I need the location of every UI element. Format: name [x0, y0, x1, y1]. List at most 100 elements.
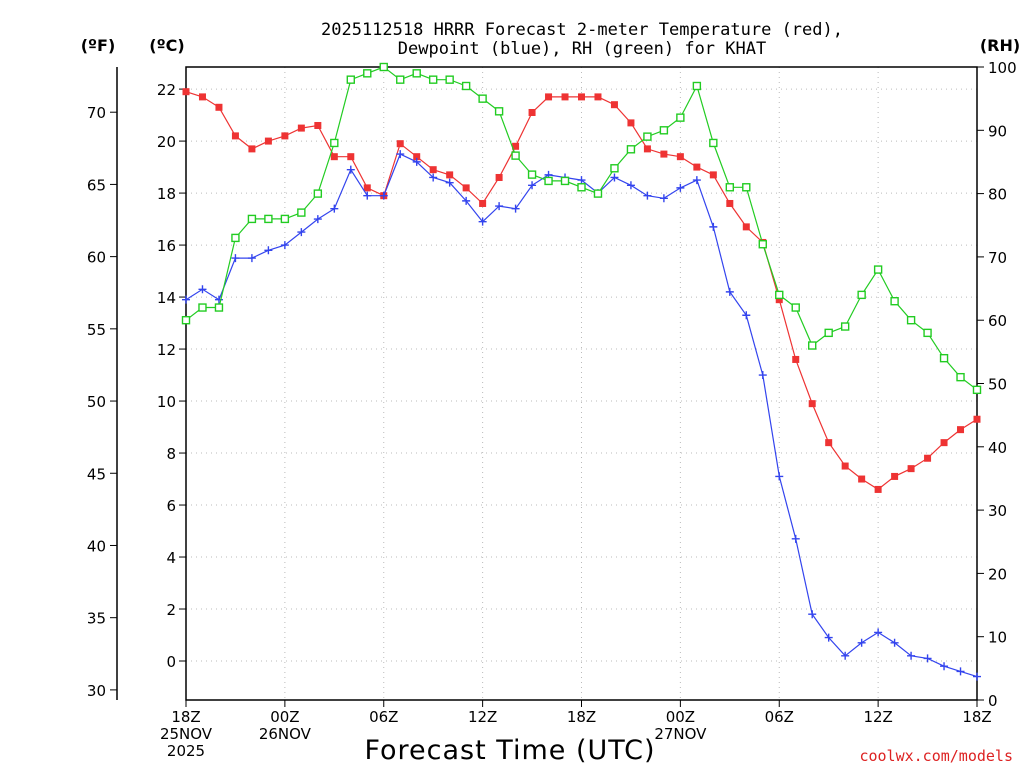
dewpoint-point: Dewpoint (°C): 1.8: [808, 610, 817, 619]
dewpoint-point: Dewpoint (°C): 17.5: [495, 202, 504, 211]
dewpoint-point: Dewpoint (°C): 18.6: [429, 173, 438, 182]
rh-point: RH (%): 86: [511, 151, 520, 160]
source-credit: coolwx.com/models: [859, 747, 1013, 765]
rh-point: RH (%): 64: [775, 290, 784, 300]
rh-series: RH (%): 60 RH (%): 62 RH (%): 62 RH (%): 73…: [181, 62, 982, 395]
rh-tick-label: 60: [988, 312, 1007, 330]
dewpoint-series: Dewpoint (°C): 13.9 Dewpoint (°C): 14.3 De…: [182, 150, 981, 681]
dewpoint-point: Dewpoint (°C): 4.7: [791, 534, 800, 543]
dewpoint-point: Dewpoint (°C): 14.2: [725, 287, 734, 296]
rh-point: RH (%): 98: [346, 75, 355, 84]
rh-point: RH (%): 99: [363, 69, 372, 78]
dewpoint-point: Dewpoint (°C): 1.1: [874, 628, 883, 637]
dewpoint-point: Dewpoint (°C): 18.5: [692, 176, 701, 185]
celsius-tick-label: 18: [157, 185, 176, 203]
x-tick-label: 2025: [167, 742, 205, 760]
temperature-point: Temperature (°C): 7.8: [924, 454, 932, 462]
rh-point: RH (%): 100: [379, 62, 388, 72]
x-tick-label: 26NOV: [259, 725, 312, 743]
temperature-point: Temperature (°C): 18.2: [363, 184, 371, 192]
temperature-point: Temperature (°C): 19.7: [643, 145, 651, 153]
rh-point: RH (%): 98: [445, 75, 454, 84]
temperature-point: Temperature (°C): 9.9: [808, 400, 816, 408]
x-tick-label: 27NOV: [654, 725, 707, 743]
celsius-tick-label: 20: [157, 133, 176, 151]
rh-point: RH (%): 81: [742, 183, 751, 192]
rh-line: [185, 66, 978, 391]
temperature-point: Temperature (°C): 19.4: [413, 153, 421, 161]
dewpoint-point: Dewpoint (°C): 18.3: [528, 181, 537, 190]
temperature-point: Temperature (°C): 18.7: [709, 171, 717, 179]
dewpoint-point: Dewpoint (°C): 18.4: [445, 178, 454, 187]
rh-point: RH (%): 82: [560, 176, 570, 186]
rh-point: RH (%): 62: [198, 303, 207, 312]
x-tick-label: 18Z: [567, 708, 596, 726]
temperature-point: Temperature (°C): 20: [264, 137, 272, 145]
fahrenheit-tick-label: 70: [87, 104, 106, 122]
rh-point: RH (%): 60: [906, 316, 916, 325]
dewpoint-point: Dewpoint (°C): 13.3: [742, 311, 751, 320]
rh-tick-label: 50: [988, 376, 1007, 394]
dewpoint-point: Dewpoint (°C): -0.6: [973, 672, 981, 681]
celsius-tick-label: 12: [157, 341, 176, 359]
dewpoint-point: Dewpoint (°C): 15.5: [247, 254, 256, 263]
temperature-point: Temperature (°C): 21.7: [594, 93, 602, 101]
temperature-point: Temperature (°C): 21.3: [215, 103, 223, 111]
dewpoint-point: Dewpoint (°C): 18.2: [676, 183, 685, 192]
dewpoint-point: Dewpoint (°C): 0.9: [824, 633, 833, 642]
temperature-point: Temperature (°C): 6.6: [874, 485, 882, 493]
temperature-point: Temperature (°C): 21.9: [182, 88, 190, 96]
rh-point: RH (%): 81: [577, 183, 586, 192]
rh-point: RH (%): 60: [181, 316, 191, 325]
rh-point: RH (%): 68: [873, 265, 883, 274]
dewpoint-point: Dewpoint (°C): 13.9: [214, 295, 223, 304]
rh-tick-label: 30: [988, 502, 1007, 520]
plot-frame: [185, 66, 978, 701]
rh-tick-label: 20: [988, 565, 1007, 583]
rh-point: RH (%): 64: [857, 290, 866, 300]
rh-point: RH (%): 59: [840, 322, 850, 331]
dewpoint-point: Dewpoint (°C): 13.9: [182, 295, 190, 304]
rh-point: RH (%): 97: [692, 81, 702, 91]
temperature-point: Temperature (°C): 8.4: [825, 439, 833, 447]
rh-axis-unit: (RH): [980, 36, 1020, 55]
temperature-point: Temperature (°C): 16.7: [742, 223, 750, 231]
temperature-point: Temperature (°C): 19: [693, 163, 701, 171]
dewpoint-point: Dewpoint (°C): 16: [280, 241, 289, 250]
grid-lines: [186, 67, 977, 700]
rh-point: RH (%): 76: [264, 214, 273, 224]
fahrenheit-tick-label: 65: [87, 176, 106, 194]
dewpoint-point: Dewpoint (°C): 17: [313, 215, 322, 224]
dewpoint-point: Dewpoint (°C): 16.7: [709, 222, 718, 231]
rh-point: RH (%): 88: [330, 138, 339, 148]
axes: 0 2 4 6 8 10 12 14 16 18 20 22 30 35 40 45 50 55 60 65 70 0 10…: [87, 59, 1017, 760]
temperature-point: Temperature (°C): 19.4: [347, 153, 355, 161]
dewpoint-point: Dewpoint (°C): 17.9: [363, 191, 372, 200]
rh-tick-label: 40: [988, 439, 1007, 457]
temperature-point: Temperature (°C): 7.4: [907, 465, 915, 473]
temperature-point: Temperature (°C): 11.6: [792, 355, 800, 363]
rh-point: RH (%): 62: [791, 303, 800, 312]
dewpoint-point: Dewpoint (°C): 0.2: [907, 651, 916, 660]
rh-tick-label: 10: [988, 629, 1007, 647]
rh-point: RH (%): 98: [396, 75, 405, 84]
temperature-point: Temperature (°C): 17.6: [479, 199, 487, 207]
dewpoint-point: Dewpoint (°C): 16.9: [478, 217, 487, 226]
rh-point: RH (%): 49: [972, 385, 982, 395]
dewpoint-point: Dewpoint (°C): 17.4: [511, 204, 520, 213]
rh-point: RH (%): 84: [610, 164, 619, 173]
dewpoint-point: Dewpoint (°C): -0.2: [940, 662, 949, 671]
dewpoint-point: Dewpoint (°C): 15.5: [231, 254, 240, 263]
rh-point: RH (%): 58: [824, 328, 833, 338]
celsius-tick-label: 22: [157, 81, 176, 99]
temperature-point: Temperature (°C): 8.9: [957, 426, 965, 434]
celsius-tick-label: 14: [157, 289, 176, 307]
rh-point: RH (%): 76: [247, 214, 257, 224]
rh-point: RH (%): 76: [280, 214, 290, 224]
rh-point: RH (%): 81: [725, 183, 735, 192]
temperature-point: Temperature (°C): 19.9: [396, 140, 404, 148]
temperature-point: Temperature (°C): 19.4: [330, 153, 338, 161]
dewpoint-point: Dewpoint (°C): 18.3: [626, 181, 635, 190]
fahrenheit-tick-label: 35: [87, 610, 106, 628]
dewpoint-point: Dewpoint (°C): 18.5: [577, 176, 586, 185]
